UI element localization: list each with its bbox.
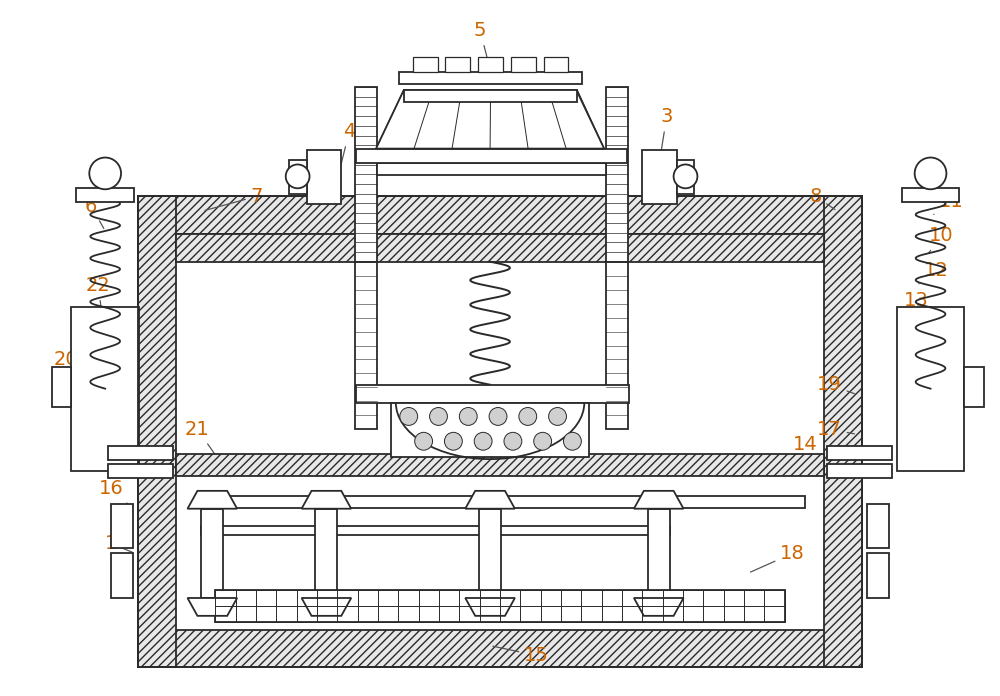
Bar	[377, 164, 606, 175]
Bar	[201, 509, 223, 598]
Bar	[111, 553, 133, 598]
Circle shape	[474, 432, 492, 450]
Text: 21: 21	[185, 420, 231, 477]
Text: 16: 16	[99, 480, 131, 507]
Bar	[642, 150, 677, 204]
Polygon shape	[634, 491, 684, 509]
Bar	[391, 402, 589, 457]
Bar	[827, 446, 892, 460]
Polygon shape	[376, 90, 604, 149]
Text: 12: 12	[919, 261, 949, 284]
Bar	[897, 308, 964, 471]
Circle shape	[563, 432, 581, 450]
Bar	[307, 150, 341, 204]
Bar	[138, 196, 176, 667]
Bar	[356, 385, 629, 402]
Polygon shape	[465, 598, 515, 616]
Bar	[108, 464, 173, 478]
Bar	[76, 189, 134, 202]
Text: 11: 11	[934, 191, 964, 214]
Polygon shape	[302, 491, 351, 509]
Circle shape	[489, 408, 507, 425]
Bar	[827, 464, 892, 478]
Bar	[964, 367, 984, 406]
Bar	[52, 367, 71, 406]
Circle shape	[674, 164, 697, 189]
Circle shape	[534, 432, 552, 450]
Polygon shape	[465, 491, 515, 509]
Bar	[201, 525, 670, 535]
Bar	[289, 159, 307, 194]
Circle shape	[504, 432, 522, 450]
Bar	[355, 262, 377, 429]
Circle shape	[89, 157, 121, 189]
Bar	[511, 57, 536, 72]
Bar	[404, 90, 577, 102]
Polygon shape	[302, 598, 351, 616]
Text: 22: 22	[86, 276, 111, 338]
Text: 15: 15	[493, 646, 549, 665]
Text: 20: 20	[53, 350, 89, 370]
Circle shape	[459, 408, 477, 425]
Bar	[867, 553, 889, 598]
Text: 10: 10	[928, 226, 954, 253]
Bar	[479, 509, 501, 598]
Circle shape	[286, 164, 310, 189]
Circle shape	[549, 408, 566, 425]
Bar	[355, 87, 377, 262]
Bar	[648, 509, 670, 598]
Bar	[138, 630, 862, 667]
Text: 9: 9	[929, 370, 948, 389]
Circle shape	[400, 408, 418, 425]
Bar	[867, 504, 889, 548]
Polygon shape	[188, 598, 237, 616]
Bar	[902, 189, 959, 202]
Circle shape	[915, 157, 946, 189]
Circle shape	[430, 408, 447, 425]
Text: 3: 3	[659, 107, 673, 164]
Bar	[315, 509, 337, 598]
Bar	[399, 72, 582, 84]
Bar	[108, 446, 173, 460]
Bar	[413, 57, 438, 72]
Text: 7: 7	[205, 187, 263, 210]
Bar	[215, 590, 785, 622]
Bar	[71, 308, 139, 471]
Bar	[544, 57, 568, 72]
Text: 17: 17	[817, 420, 854, 439]
Bar	[195, 496, 805, 507]
Circle shape	[444, 432, 462, 450]
Polygon shape	[634, 598, 684, 616]
Text: 5: 5	[474, 21, 489, 67]
Bar	[176, 234, 824, 262]
Bar	[138, 196, 862, 234]
Bar	[176, 454, 824, 476]
Text: 14: 14	[788, 435, 818, 459]
Text: 4: 4	[340, 122, 355, 168]
Bar	[478, 57, 503, 72]
Text: 6: 6	[85, 197, 104, 228]
Circle shape	[519, 408, 537, 425]
Circle shape	[415, 432, 433, 450]
Bar	[677, 159, 694, 194]
Text: 2: 2	[611, 167, 628, 194]
Bar	[824, 196, 862, 667]
Text: 1: 1	[105, 534, 132, 553]
Bar	[356, 149, 627, 164]
Polygon shape	[188, 491, 237, 509]
Bar	[176, 234, 824, 630]
Text: 18: 18	[751, 544, 805, 572]
Bar	[445, 57, 470, 72]
Text: 8: 8	[809, 187, 835, 209]
Text: 13: 13	[899, 291, 929, 318]
Bar	[111, 504, 133, 548]
Text: 19: 19	[817, 375, 855, 394]
Bar	[606, 262, 628, 429]
Bar	[138, 196, 862, 667]
Bar	[606, 87, 628, 262]
